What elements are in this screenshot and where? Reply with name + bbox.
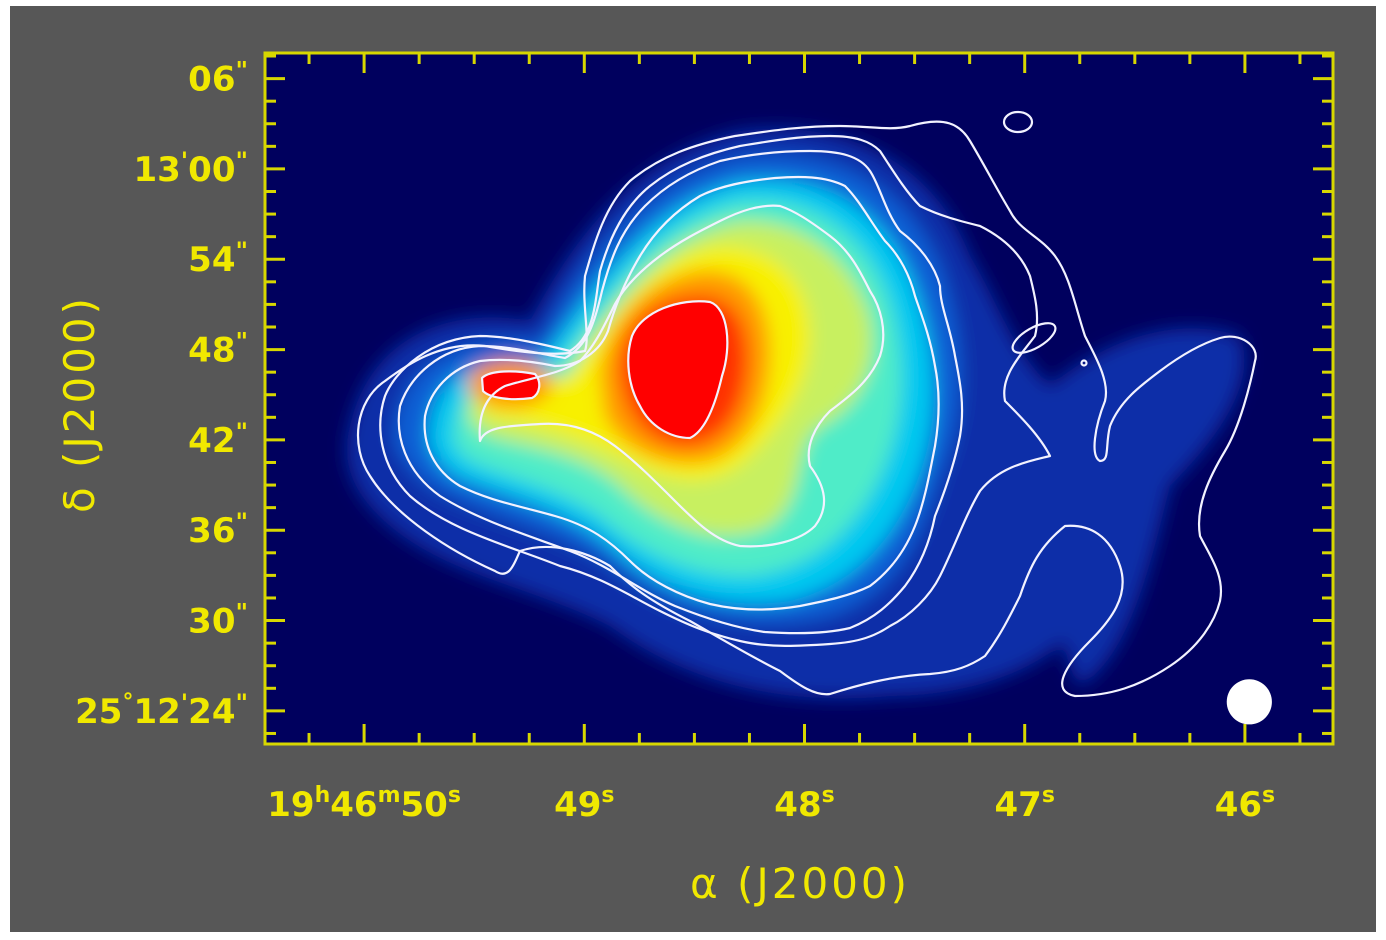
main-peak-core [628, 301, 728, 438]
chart: 19h46m50s 49s 48s 47s 46s 06" 13'00" 54"… [55, 51, 1335, 908]
contour-peak-secondary [480, 370, 541, 401]
x-s-unit: s [448, 783, 461, 808]
y-tick-label-0: 06" [188, 57, 248, 100]
contour-4 [423, 175, 940, 611]
beam-marker [1226, 679, 1272, 725]
intensity-map [346, 128, 1245, 699]
y-tick-label-3: 48" [188, 328, 248, 371]
y-tick-label-1: 13'00" [133, 147, 248, 190]
x-h-unit: h [315, 783, 331, 808]
y-tick-label-6: 30" [188, 599, 248, 642]
y-tick-label-2: 54" [188, 237, 248, 280]
x-tick-label-2: 48s [774, 783, 834, 825]
x-tick-label-0: 19h46m50s [267, 783, 461, 825]
contour-lines [356, 110, 1257, 698]
x-tick-label-1: 49s [554, 783, 614, 825]
contour-island-2 [1011, 322, 1057, 354]
x-tick-label-4: 46s [1215, 783, 1275, 825]
contour-island-3 [1080, 359, 1088, 367]
y-tick-label-4: 42" [188, 418, 248, 461]
y-axis-title: δ (J2000) [55, 295, 104, 513]
x-axis-title: α (J2000) [690, 859, 910, 908]
plot-frame [263, 51, 1335, 746]
figure-panel: 19h46m50s 49s 48s 47s 46s 06" 13'00" 54"… [10, 6, 1376, 932]
contour-island-1 [1002, 110, 1034, 134]
contour-2 [379, 134, 1052, 647]
y-tick-label-5: 36" [188, 508, 248, 551]
axis-ticks [265, 53, 1333, 744]
contour-5 [478, 204, 885, 548]
x-m-unit: m [378, 783, 401, 808]
contour-peak-main [627, 300, 729, 440]
x-axis-labels: 19h46m50s 49s 48s 47s 46s [267, 783, 1275, 825]
x-tick-label-3: 47s [994, 783, 1054, 825]
contour-3 [397, 149, 964, 635]
y-tick-label-7: 25°12'24" [75, 689, 248, 732]
y-axis-labels: 06" 13'00" 54" 48" 42" 36" 30" 25°12'24" [75, 57, 248, 732]
